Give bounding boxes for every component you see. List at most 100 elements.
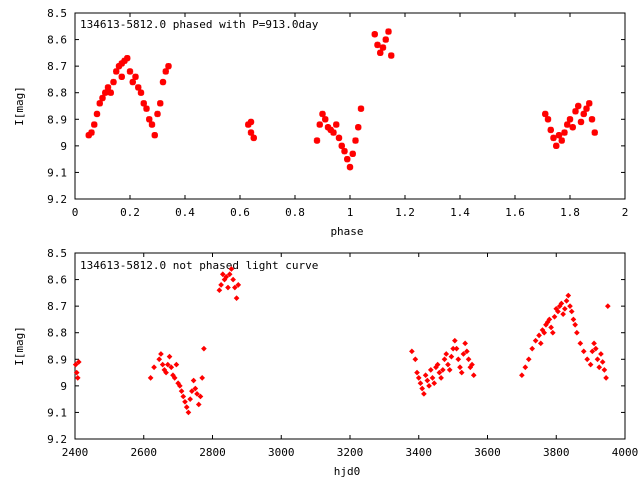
- data-point: [568, 308, 575, 315]
- data-point: [165, 62, 172, 70]
- data-point: [219, 271, 226, 278]
- data-point: [555, 132, 563, 139]
- data-point: [379, 44, 387, 51]
- data-point: [541, 329, 548, 336]
- data-point: [591, 340, 597, 347]
- data-point: [341, 147, 348, 155]
- chart-title: 134613-5812.0 not phased light curve: [80, 259, 318, 272]
- data-point: [194, 391, 200, 397]
- data-point: [465, 356, 472, 363]
- data-point: [555, 308, 561, 315]
- data-point: [182, 398, 188, 405]
- data-point: [553, 142, 560, 150]
- data-point: [558, 137, 565, 144]
- data-point: [164, 361, 171, 368]
- data-point: [162, 68, 169, 75]
- x-tick-label: 3600: [474, 446, 501, 459]
- x-tick-label: 0.6: [230, 206, 250, 219]
- data-point: [93, 110, 101, 118]
- data-point: [250, 134, 257, 142]
- data-point: [121, 57, 128, 65]
- data-point: [580, 110, 587, 118]
- x-tick-label: 2600: [131, 446, 158, 459]
- data-point: [192, 385, 199, 392]
- data-point: [146, 116, 153, 123]
- data-point: [604, 303, 611, 309]
- data-point: [532, 337, 539, 344]
- x-tick-label: 1.8: [560, 206, 580, 219]
- data-point: [195, 401, 202, 408]
- data-point: [355, 124, 362, 131]
- data-point: [549, 329, 556, 336]
- data-point: [580, 348, 587, 355]
- x-tick-label: 4000: [612, 446, 639, 459]
- data-point: [72, 361, 79, 368]
- y-tick-label: 9.1: [47, 166, 67, 179]
- data-point: [154, 110, 161, 118]
- data-point: [352, 137, 359, 144]
- data-point: [422, 372, 429, 379]
- data-point: [168, 364, 175, 371]
- data-point: [124, 54, 131, 62]
- x-tick-label: 0: [72, 206, 79, 219]
- data-point: [385, 28, 392, 35]
- data-point: [457, 364, 463, 371]
- data-point: [324, 124, 332, 131]
- data-point: [113, 68, 120, 75]
- data-points: [85, 28, 598, 171]
- data-point: [414, 369, 420, 376]
- data-point: [563, 298, 570, 304]
- data-point: [429, 375, 436, 381]
- data-point: [225, 284, 231, 291]
- y-tick-label: 8.9: [47, 113, 67, 126]
- data-point: [118, 73, 125, 80]
- data-point: [565, 292, 572, 299]
- data-point: [537, 340, 544, 347]
- data-point: [589, 348, 596, 355]
- data-point: [159, 361, 166, 368]
- data-point: [223, 274, 230, 280]
- data-point: [567, 303, 573, 309]
- data-point: [226, 271, 233, 278]
- data-point: [88, 129, 95, 136]
- data-point: [91, 121, 98, 128]
- data-point: [599, 359, 606, 365]
- data-point: [374, 41, 381, 49]
- y-tick-label: 8.7: [47, 300, 67, 313]
- data-point: [178, 388, 185, 394]
- data-point: [412, 356, 419, 363]
- data-point: [577, 118, 585, 126]
- data-point: [327, 126, 334, 134]
- data-point: [566, 116, 574, 123]
- x-tick-label: 1.4: [450, 206, 470, 219]
- data-point: [421, 391, 427, 397]
- data-point: [228, 266, 235, 272]
- data-point: [558, 300, 565, 307]
- data-point: [462, 340, 468, 347]
- x-tick-label: 3400: [406, 446, 433, 459]
- data-point: [431, 380, 438, 387]
- x-tick-label: 3200: [337, 446, 364, 459]
- data-point: [158, 351, 164, 357]
- data-point: [439, 367, 446, 373]
- data-point: [247, 129, 255, 136]
- data-point: [75, 359, 82, 365]
- data-point: [171, 375, 178, 381]
- data-point: [183, 404, 190, 410]
- data-point: [102, 89, 109, 96]
- data-point: [443, 351, 450, 357]
- data-point: [469, 361, 475, 368]
- phased-light-curve-panel: 134613-5812.0 phased with P=913.0day pha…: [13, 7, 628, 238]
- y-tick-label: 9.2: [47, 193, 67, 206]
- data-point: [322, 116, 329, 123]
- data-point: [159, 78, 167, 86]
- x-tick-label: 1.6: [505, 206, 525, 219]
- data-point: [199, 375, 206, 381]
- data-point: [129, 78, 136, 86]
- y-tick-label: 8.6: [47, 274, 67, 287]
- data-point: [216, 287, 223, 294]
- data-point: [570, 316, 577, 323]
- data-point: [460, 351, 467, 357]
- data-point: [551, 313, 558, 320]
